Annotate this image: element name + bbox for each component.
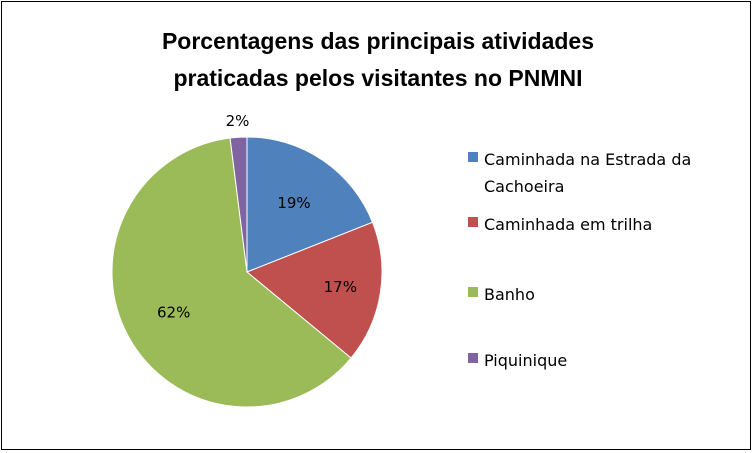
- legend-swatch-piquinique: [468, 353, 478, 363]
- chart-title-line-1: Porcentagens das principais atividades: [162, 28, 594, 54]
- legend-label-caminhada-na-estrada-da-cachoeira-line-2: Cachoeira: [484, 177, 564, 196]
- data-label-piquinique: 2%: [226, 112, 250, 130]
- legend-swatch-caminhada-em-trilha: [468, 217, 478, 227]
- legend-swatch-banho: [468, 287, 478, 297]
- pie-slice-banho: [111, 137, 352, 408]
- pie-data-labels: 19% 17% 62% 2%: [157, 112, 357, 321]
- pie-slice-piquinique: [229, 136, 248, 273]
- legend: Caminhada na Estrada da Cachoeira Caminhad…: [468, 150, 691, 370]
- legend-label-piquinique: Piquinique: [484, 351, 567, 370]
- legend-label-caminhada-em-trilha: Caminhada em trilha: [484, 215, 652, 234]
- legend-swatch-caminhada-na-estrada-da-cachoeira: [468, 152, 478, 162]
- pie-slice-caminhada-em-trilha: [246, 221, 383, 359]
- chart-title-line-2: praticadas pelos visitantes no PNMNI: [173, 65, 582, 91]
- pie-slices: [111, 136, 383, 408]
- data-label-banho: 62%: [157, 303, 190, 321]
- data-label-caminhada-em-trilha: 17%: [324, 278, 357, 296]
- legend-label-banho: Banho: [484, 285, 535, 304]
- pie-slice-caminhada-na-estrada-da-cachoeira: [246, 136, 374, 273]
- data-label-caminhada-na-estrada-da-cachoeira: 19%: [277, 194, 310, 212]
- legend-label-caminhada-na-estrada-da-cachoeira-line-1: Caminhada na Estrada da: [484, 150, 691, 169]
